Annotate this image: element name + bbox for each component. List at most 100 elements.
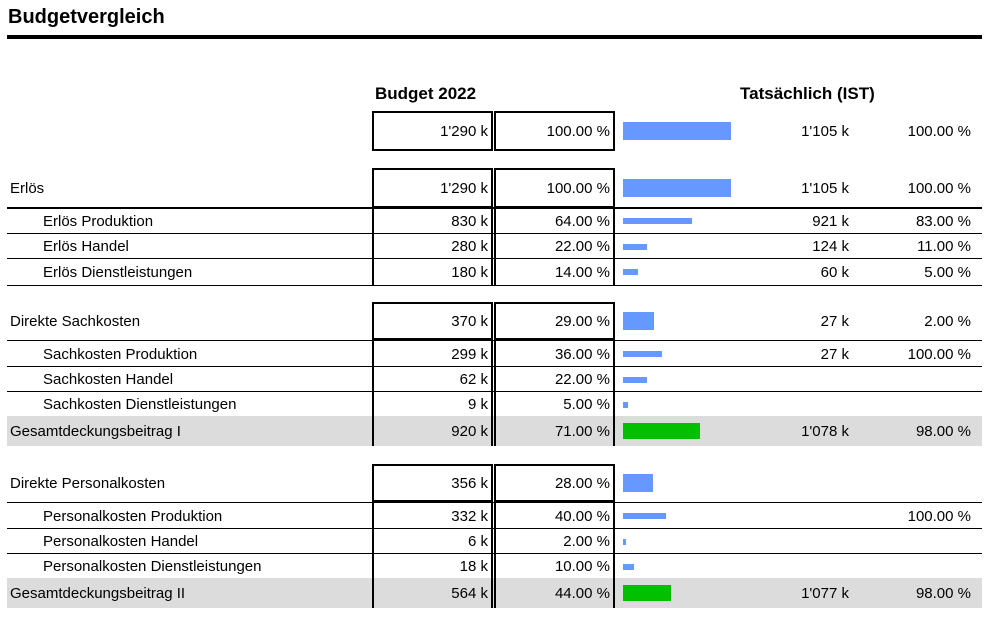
row-label: Personalkosten Handel [43,533,199,550]
budget-value: 830 k [372,208,493,234]
budget-value: 180 k [372,259,493,285]
actual-value [747,529,852,554]
actual-value: 1'078 k [801,422,849,440]
actual-value: 1'077 k [801,584,849,602]
budget-share-bar [623,244,647,250]
budget-share-bar [623,402,628,408]
actual-value: 1'105 k [801,179,849,197]
row-label: Erlös [10,179,45,197]
budget-value: 62 k [372,367,493,392]
budget-share-bar [623,351,662,357]
budget-percent: 22.00 % [494,234,615,259]
budget-share-bar [623,218,692,224]
total-row: 1'290 k 100.00 % 1'105 k 100.00 % [7,111,982,151]
budget-percent: 5.00 % [494,392,615,417]
sub-row: Erlös Produktion 830 k 64.00 % 921 k 83.00 % [7,207,982,234]
sub-row: Personalkosten Dienstleistungen 18 k 10.00… [7,553,982,579]
row-label: Gesamtdeckungsbeitrag I [10,422,181,440]
actual-percent: 83.00 % [915,212,971,230]
row-label: Personalkosten Dienstleistungen [43,558,262,575]
budget-value: 920 k [372,416,493,446]
actual-percent: 98.00 % [915,422,971,440]
actual-percent [867,367,974,392]
title-divider [7,35,982,39]
actual-percent: 100.00 % [907,345,971,363]
row-label: Gesamtdeckungsbeitrag II [10,584,186,602]
budget-share-bar [623,564,634,570]
budget-percent: 40.00 % [494,503,615,529]
sub-row: Sachkosten Handel 62 k 22.00 % [7,366,982,392]
budget-value: 18 k [372,554,493,579]
group-row-sachkosten: Direkte Sachkosten 370 k 29.00 % 27 k 2.00 % [7,302,982,341]
sub-row: Sachkosten Produktion 299 k 36.00 % 27 k 100… [7,340,982,367]
sub-row: Personalkosten Handel 6 k 2.00 % [7,528,982,554]
sub-row: Personalkosten Produktion 332 k 40.00 % 100… [7,502,982,529]
budget-share-bar [623,377,647,383]
actual-percent: 98.00 % [915,584,971,602]
row-label: Erlös Handel [43,238,129,255]
budget-percent: 14.00 % [494,259,615,285]
actual-percent: 100.00 % [907,179,971,197]
budget-percent: 22.00 % [494,367,615,392]
group-row-erloes: Erlös 1'290 k 100.00 % 1'105 k 100.00 % [7,168,982,209]
budget-percent: 64.00 % [494,208,615,234]
budget-value: 6 k [372,529,493,554]
budget-percent: 29.00 % [494,302,615,340]
row-label: Sachkosten Dienstleistungen [43,396,237,413]
budget-percent: 28.00 % [494,464,615,502]
actual-value: 1'105 k [801,122,849,140]
sub-row: Sachkosten Dienstleistungen 9 k 5.00 % [7,391,982,417]
actual-percent: 100.00 % [907,507,971,525]
subtotal-bar [623,423,700,439]
budget-share-bar [623,269,638,275]
row-label: Sachkosten Handel [43,371,174,388]
actual-value: 27 k [820,312,849,330]
subtotal-row-db1: Gesamtdeckungsbeitrag I 920 k 71.00 % 1'078… [7,416,982,446]
actual-value: 921 k [812,212,849,230]
budget-percent: 44.00 % [494,578,615,608]
group-row-personalkosten: Direkte Personalkosten 356 k 28.00 % [7,464,982,503]
actual-column-header: Tatsächlich (IST) [740,84,875,103]
sub-row: Erlös Dienstleistungen 180 k 14.00 % 60 k 5.… [7,258,982,286]
budget-value: 356 k [372,464,493,502]
budget-share-bar [623,474,653,492]
budget-share-bar [623,312,654,330]
budget-percent: 36.00 % [494,341,615,367]
actual-percent [867,392,974,417]
actual-value: 124 k [812,238,849,255]
budget-share-bar [623,539,626,545]
budget-value: 9 k [372,392,493,417]
row-label: Direkte Personalkosten [10,474,166,492]
actual-percent: 11.00 % [917,238,971,255]
actual-percent: 100.00 % [907,122,971,140]
actual-percent [867,529,974,554]
budget-share-bar [623,179,731,197]
row-label: Personalkosten Produktion [43,507,223,525]
budget-value: 299 k [372,341,493,367]
budget-value: 280 k [372,234,493,259]
budget-value: 564 k [372,578,493,608]
actual-percent [867,554,974,579]
subtotal-row-db2: Gesamtdeckungsbeitrag II 564 k 44.00 % 1'07… [7,578,982,608]
row-label: Sachkosten Produktion [43,345,198,363]
actual-value [747,464,852,502]
actual-value [747,392,852,417]
row-label: Erlös Produktion [43,212,154,230]
sub-row: Erlös Handel 280 k 22.00 % 124 k 11.00 % [7,233,982,259]
actual-percent: 2.00 % [924,312,971,330]
actual-value: 27 k [820,345,849,363]
budget-percent: 2.00 % [494,529,615,554]
actual-percent: 5.00 % [924,263,971,281]
budget-percent: 100.00 % [494,111,615,151]
actual-value [747,554,852,579]
page-title: Budgetvergleich [8,6,165,28]
budget-value: 370 k [372,302,493,340]
row-label: Erlös Dienstleistungen [43,263,193,281]
budget-value: 332 k [372,503,493,529]
budget-share-bar [623,122,731,140]
budget-column-header: Budget 2022 [375,84,477,103]
actual-value [747,367,852,392]
budget-percent: 10.00 % [494,554,615,579]
actual-percent [867,464,974,502]
row-label: Direkte Sachkosten [10,312,141,330]
